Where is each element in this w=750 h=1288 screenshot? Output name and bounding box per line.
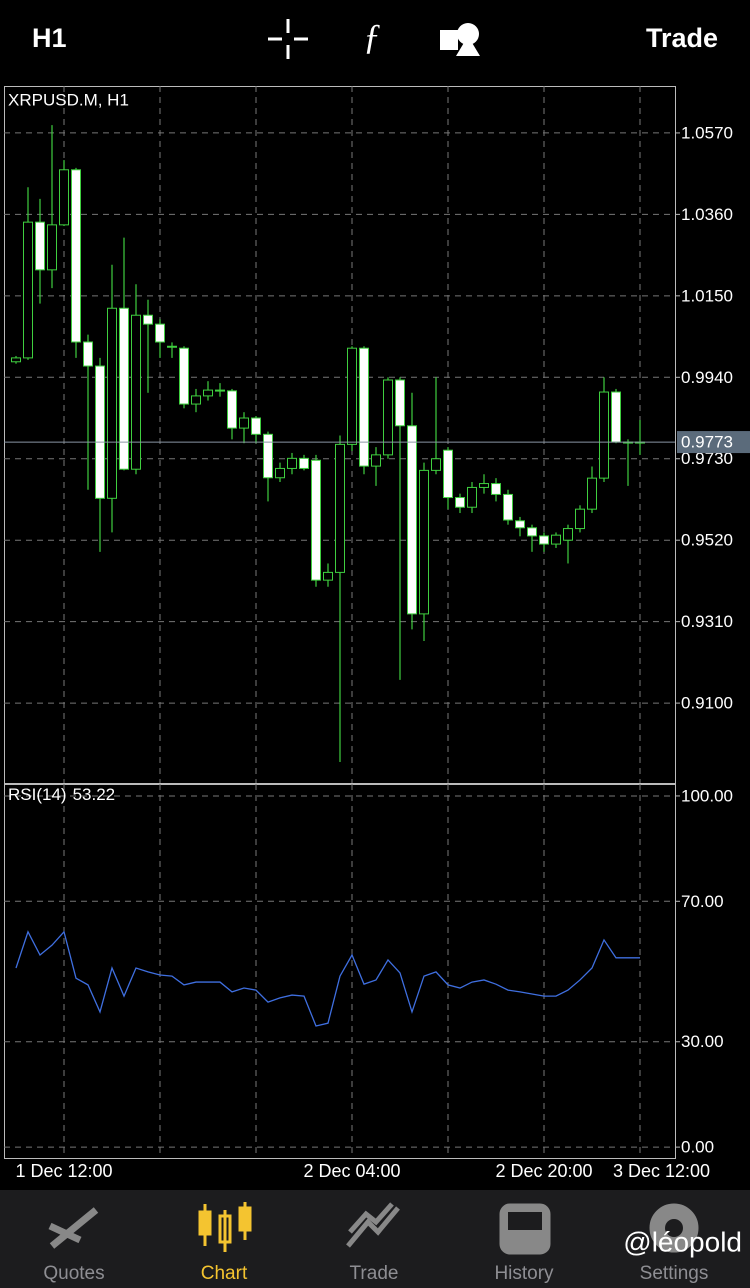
candle-body	[467, 486, 477, 508]
candle-body	[563, 528, 573, 541]
candle-body	[263, 433, 273, 479]
candle-body	[287, 457, 297, 469]
candle-body	[455, 497, 465, 508]
candle-body	[167, 345, 177, 348]
candle-body	[479, 483, 489, 488]
trade-icon[interactable]	[346, 1202, 400, 1248]
candle-body	[191, 395, 201, 405]
tab-label[interactable]: Quotes	[43, 1263, 104, 1284]
candle-body	[491, 483, 501, 495]
crosshair-icon[interactable]	[268, 19, 308, 59]
plot: 0.9773	[4, 125, 750, 1027]
y-tick-label: 30.00	[681, 1032, 724, 1051]
trade-button[interactable]: Trade	[646, 23, 718, 53]
candle-body	[419, 469, 429, 615]
candle-body	[299, 457, 309, 469]
candle-body	[275, 467, 285, 479]
y-tick-label: 1.0360	[681, 205, 733, 224]
candle-body	[35, 221, 45, 271]
candle-body	[11, 357, 21, 363]
rsi-line	[15, 930, 640, 1027]
rsi-value: 53.22	[73, 785, 116, 804]
settings-icon[interactable]	[649, 1203, 699, 1253]
rsi-name: RSI(14)	[8, 785, 67, 804]
quotes-icon[interactable]	[48, 1207, 99, 1249]
candle-body	[251, 417, 261, 435]
history-icon[interactable]	[499, 1203, 551, 1255]
candle-body	[131, 314, 141, 470]
indicators-icon[interactable]: ƒ	[363, 16, 381, 56]
tab-label[interactable]: Trade	[350, 1263, 399, 1284]
candle-body	[311, 459, 321, 581]
candle-body	[575, 508, 585, 530]
candle-body	[107, 307, 117, 499]
price-frame	[4, 86, 676, 784]
candle-body	[383, 379, 393, 456]
x-tick-label: 2 Dec 20:00	[495, 1161, 592, 1181]
tab-label[interactable]: Settings	[640, 1263, 709, 1284]
candle-body	[143, 314, 153, 325]
y-tick-label: 1.0570	[681, 123, 733, 142]
candle-body	[371, 454, 381, 467]
candle-body	[599, 391, 609, 479]
watermark: @léopold	[623, 1226, 742, 1257]
candle-body	[335, 443, 345, 573]
candle-body	[539, 535, 549, 545]
x-tick-label: 1 Dec 12:00	[15, 1161, 112, 1181]
candle-body	[443, 449, 453, 499]
rsi-title: RSI(14) 53.22	[8, 785, 115, 804]
y-tick-label: 0.9100	[681, 694, 733, 713]
candle-body	[527, 527, 537, 537]
candle-body	[95, 365, 105, 499]
candle-body	[155, 323, 165, 343]
candle-body	[359, 347, 369, 467]
y-tick-label: 1.0150	[681, 286, 733, 305]
y-tick-label: 0.9940	[681, 368, 733, 387]
candle-body	[611, 391, 621, 443]
candle-body	[71, 169, 81, 343]
candle-body	[515, 520, 525, 529]
rsi-frame	[4, 784, 676, 1159]
candle-body	[587, 477, 597, 510]
candle-body	[119, 307, 129, 470]
candle-body	[47, 224, 57, 271]
x-tick-label: 3 Dec 12:00	[613, 1161, 710, 1181]
candle-body	[551, 534, 561, 545]
candle-body	[179, 347, 189, 405]
tab-label[interactable]: Chart	[201, 1263, 248, 1284]
objects-icon[interactable]	[440, 23, 480, 56]
candle-body	[83, 341, 93, 367]
y-tick-label: 70.00	[681, 892, 724, 911]
current-price-box	[677, 431, 750, 454]
candle-body	[227, 390, 237, 429]
x-tick-label: 2 Dec 04:00	[303, 1161, 400, 1181]
y-tick-label: 0.00	[681, 1138, 714, 1157]
y-tick-label: 100.00	[681, 786, 733, 805]
tabs: Quotes Chart Trade History Settings	[43, 1263, 708, 1284]
tab-bar	[0, 1190, 750, 1288]
candle-body	[503, 493, 513, 521]
candle-body	[59, 169, 69, 226]
chart-title: XRPUSD.M, H1	[8, 90, 129, 109]
chart-icon[interactable]	[198, 1202, 252, 1252]
y-tick-label: 0.9310	[681, 612, 733, 631]
candle-body	[347, 347, 357, 445]
candle-body	[323, 571, 333, 581]
candle-body	[239, 417, 249, 429]
candle-body	[407, 425, 417, 615]
y-tick-label: 0.9520	[681, 531, 733, 550]
candle-body	[215, 389, 225, 392]
y-tick-label: 0.9730	[681, 449, 733, 468]
candle-body	[203, 389, 213, 397]
candle-body	[23, 221, 33, 359]
candle-body	[395, 379, 405, 427]
candle-body	[431, 458, 441, 471]
tab-label[interactable]: History	[494, 1263, 554, 1284]
timeframe-button[interactable]: H1	[32, 23, 67, 53]
tab-icons	[48, 1202, 699, 1255]
current-price-label: 0.9773	[681, 433, 733, 452]
